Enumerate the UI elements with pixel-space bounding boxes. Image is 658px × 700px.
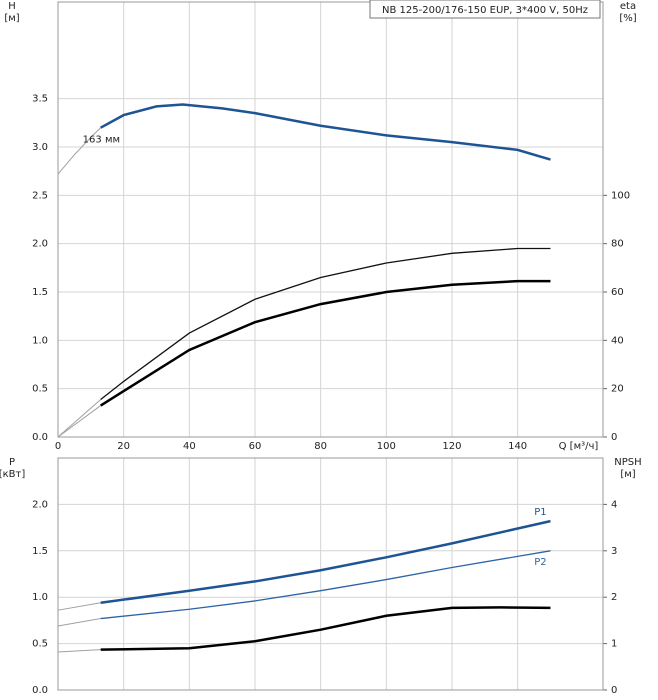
y2-tick-label: 3 (611, 546, 617, 557)
curve-label: P2 (534, 557, 546, 568)
y-tick-label: 2.5 (32, 190, 48, 201)
x-axis-label: Q [м³/ч] (559, 441, 599, 452)
y2-tick-label: 0 (611, 432, 617, 443)
y-axis-label: P (9, 457, 15, 468)
plot-area (58, 458, 603, 690)
x-tick-label: 60 (249, 441, 262, 452)
y2-tick-label: 2 (611, 592, 617, 603)
y-axis-unit: [м] (4, 13, 19, 24)
y-tick-label: 0.0 (32, 432, 48, 443)
y-tick-label: 3.0 (32, 142, 48, 153)
curve (100, 606, 551, 651)
y2-axis-unit: [м] (620, 469, 635, 480)
y-tick-label: 1.0 (32, 335, 48, 346)
y2-tick-label: 0 (611, 685, 617, 696)
curve (57, 649, 101, 653)
x-tick-label: 40 (183, 441, 196, 452)
curve (57, 405, 101, 438)
plot-area (58, 2, 603, 437)
y2-axis-unit: [%] (619, 13, 636, 24)
y2-axis-label: NPSH (614, 457, 641, 468)
y2-tick-label: 4 (611, 499, 617, 510)
x-tick-label: 100 (377, 441, 396, 452)
y2-tick-label: 20 (611, 384, 624, 395)
curve (100, 550, 551, 620)
x-tick-label: 140 (508, 441, 527, 452)
y-tick-label: 1.0 (32, 592, 48, 603)
curve (100, 103, 551, 161)
x-tick-label: 80 (314, 441, 327, 452)
y-tick-label: 2.0 (32, 499, 48, 510)
y2-tick-label: 40 (611, 335, 624, 346)
title-box (369, 0, 601, 19)
curve (57, 618, 101, 627)
y-tick-label: 0.5 (32, 639, 48, 650)
y-tick-label: 3.5 (32, 94, 48, 105)
chart-title: NB 125-200/176-150 EUP, 3*400 V, 50Hz (382, 5, 588, 16)
y2-axis-label: eta (620, 1, 636, 12)
y-tick-label: 0.5 (32, 384, 48, 395)
y-axis-label: H (8, 1, 16, 12)
annotation: 163 мм (83, 135, 120, 146)
curve (57, 602, 101, 611)
plot-frame (57, 1, 604, 438)
curve-label: P1 (534, 507, 546, 518)
curve (57, 127, 102, 175)
y2-tick-label: 1 (611, 639, 617, 650)
y-tick-label: 2.0 (32, 239, 48, 250)
curve (57, 399, 102, 438)
curve (100, 279, 551, 407)
x-tick-label: 120 (442, 441, 461, 452)
plot-frame (57, 457, 604, 691)
y2-tick-label: 100 (611, 190, 630, 201)
x-tick-label: 20 (117, 441, 130, 452)
y-tick-label: 1.5 (32, 287, 48, 298)
curve (100, 519, 551, 605)
y-tick-label: 1.5 (32, 546, 48, 557)
y-tick-label: 0.0 (32, 685, 48, 696)
x-tick-label: 0 (55, 441, 61, 452)
y2-tick-label: 60 (611, 287, 624, 298)
y2-tick-label: 80 (611, 239, 624, 250)
y-axis-unit: [кВт] (0, 469, 25, 480)
curve (100, 247, 551, 401)
